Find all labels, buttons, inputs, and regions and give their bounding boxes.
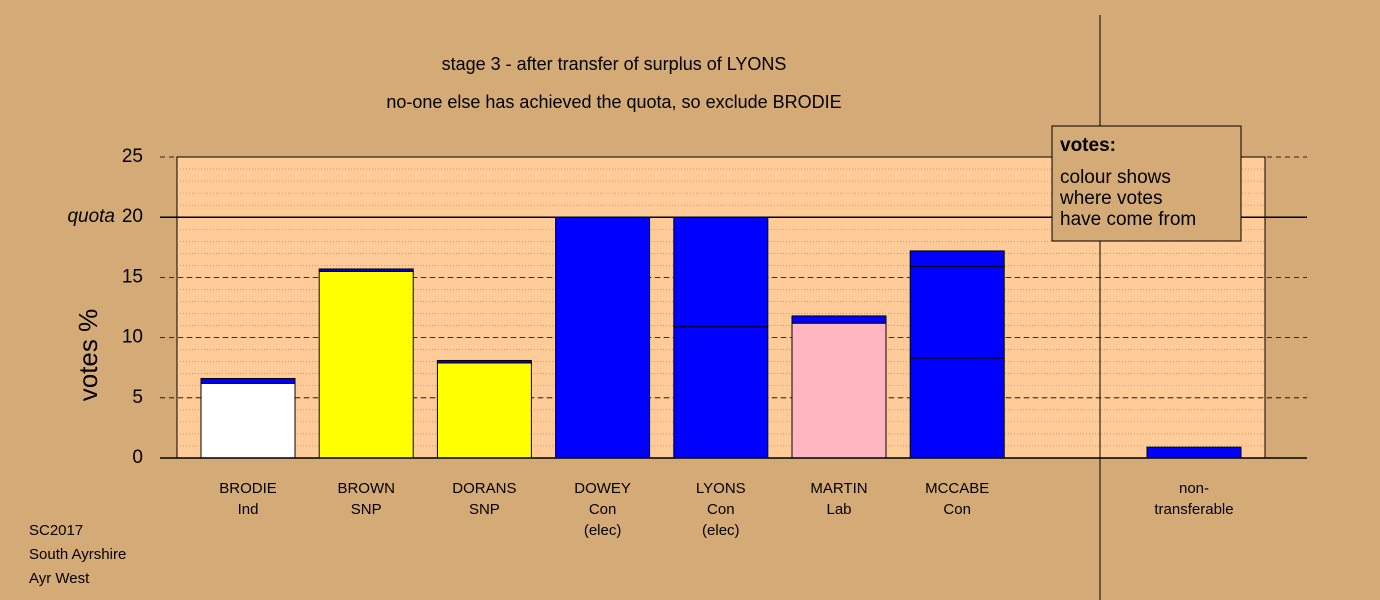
legend-text: colour shows (1060, 167, 1171, 188)
y-tick-label: 0 (132, 447, 143, 468)
x-tick-label: transferable (1154, 501, 1233, 518)
chart-title: stage 3 - after transfer of surplus of L… (442, 54, 787, 74)
bar-segment (909, 357, 1005, 459)
bar-segment (791, 315, 887, 324)
footer-text: South Ayrshire (29, 546, 126, 563)
legend-box (1051, 125, 1242, 242)
bar-segment (909, 266, 1005, 359)
legend-text: where votes (1059, 188, 1162, 209)
x-tick-label: MARTIN (810, 480, 867, 497)
x-tick-label: DOWEY (574, 480, 631, 497)
x-tick-label: SNP (351, 501, 382, 518)
footer-text: Ayr West (29, 570, 90, 587)
bar-segment (436, 362, 532, 459)
x-tick-label: non- (1179, 480, 1209, 497)
x-tick-label: (elec) (584, 522, 622, 539)
x-tick-label: Con (943, 501, 971, 518)
x-tick-label: Lab (826, 501, 851, 518)
footer-text: SC2017 (29, 522, 83, 539)
bar-segment (909, 250, 1005, 268)
y-tick-label: 10 (122, 327, 143, 348)
x-tick-label: Con (589, 501, 617, 518)
bar-segment (318, 270, 414, 459)
x-tick-label: BRODIE (219, 480, 277, 497)
x-tick-label: MCCABE (925, 480, 989, 497)
y-tick-label: 5 (132, 387, 143, 408)
bar-segment (200, 378, 296, 384)
x-tick-label: Con (707, 501, 735, 518)
x-tick-label: DORANS (452, 480, 516, 497)
bar-segment (318, 268, 414, 272)
y-tick-label: 25 (122, 146, 143, 167)
y-axis-label: votes % (73, 309, 103, 402)
bar-segment (436, 359, 532, 364)
bar-segment (1146, 446, 1242, 459)
x-tick-label: Ind (238, 501, 259, 518)
bar-segment (791, 322, 887, 459)
bar-segment (673, 326, 769, 459)
x-tick-label: (elec) (702, 522, 740, 539)
bar-segment (673, 216, 769, 328)
x-tick-label: SNP (469, 501, 500, 518)
bar-segment (555, 216, 651, 459)
legend-title: votes: (1060, 135, 1116, 156)
y-tick-label: 20 (122, 206, 143, 227)
quota-label: quota (67, 206, 115, 227)
x-tick-label: BROWN (337, 480, 395, 497)
chart-subtitle: no-one else has achieved the quota, so e… (386, 92, 841, 112)
legend-text: have come from (1060, 209, 1196, 230)
bar-segment (200, 382, 296, 459)
x-tick-label: LYONS (696, 480, 746, 497)
y-tick-label: 15 (122, 266, 143, 287)
